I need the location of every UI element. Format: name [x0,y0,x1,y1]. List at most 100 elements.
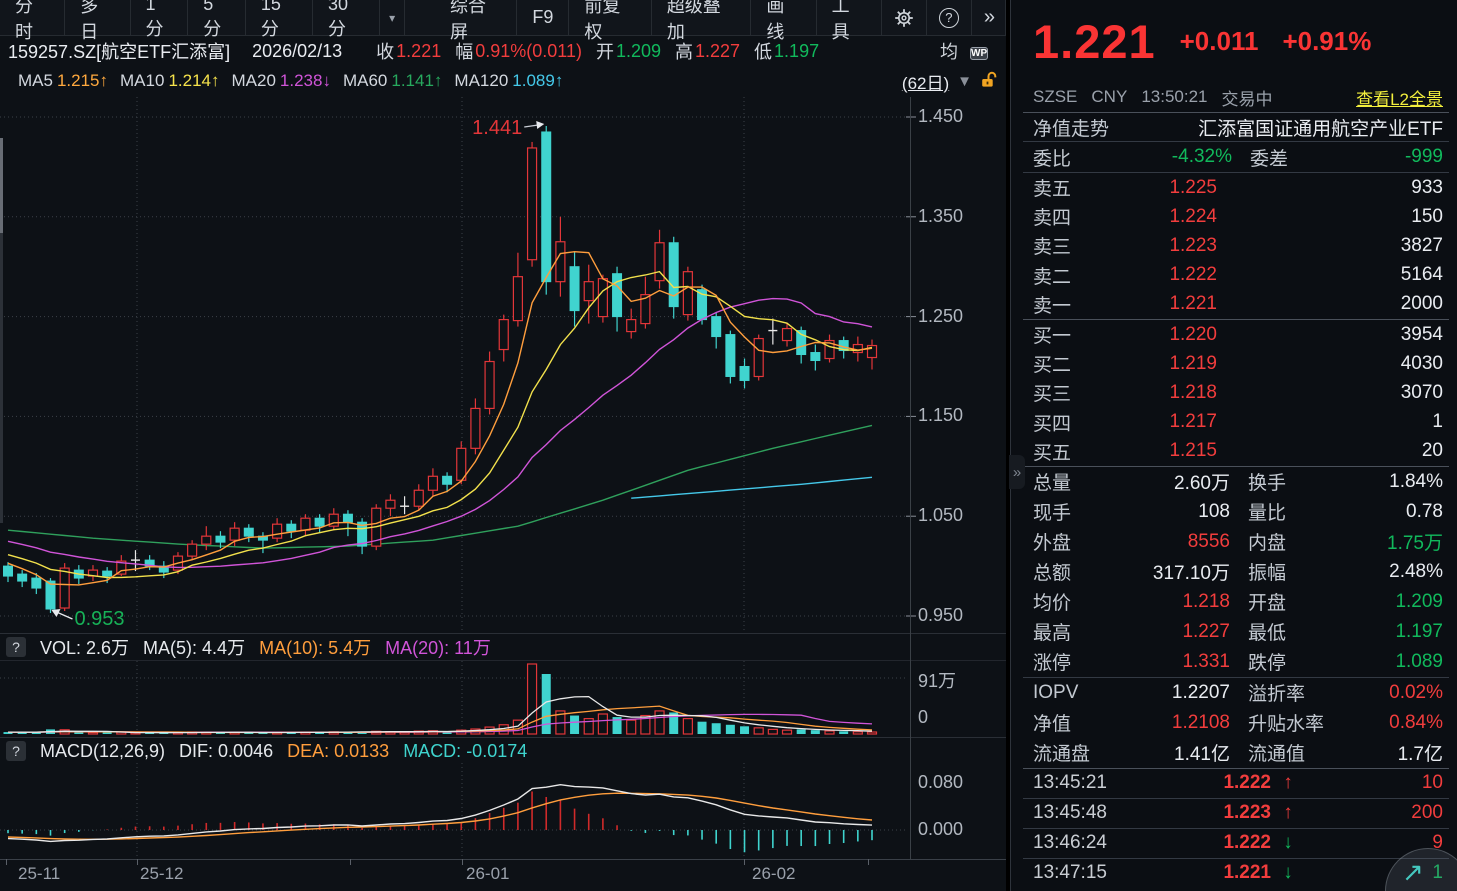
stat-label: 升贴水率 [1248,714,1325,736]
bid-row-3[interactable]: 买三 1.218 3070 [1033,378,1443,407]
divider [1023,676,1449,678]
stat-label: 量比 [1248,503,1287,525]
ask1-label: 卖一 [1033,295,1072,317]
more-menu-icon[interactable]: » [972,0,1006,35]
super-overlay-button[interactable]: 超级叠加 [652,0,752,42]
nav-trend-row[interactable]: 净值走势 汇添富国证通用航空产业ETF [1033,113,1443,141]
help-icon[interactable]: ? [927,0,972,35]
bid4-label: 买四 [1033,413,1072,435]
stat-label: 现手 [1033,503,1072,525]
bid-row-4[interactable]: 买四 1.217 1 [1033,408,1443,437]
draw-line-button[interactable]: 画线 [751,0,817,42]
stat-value: 1.84% [1389,470,1443,492]
bid5-label: 买五 [1033,442,1072,464]
tab-15min[interactable]: 15分 [246,0,314,39]
tab-30min[interactable]: 30分 [313,0,381,39]
bid2-label: 买二 [1033,355,1072,377]
stat-row: 最高 1.227 最低 1.197 [1033,617,1443,647]
ask-row-2[interactable]: 卖二 1.222 5164 [1033,261,1443,290]
ask1-price: 1.221 [1169,293,1217,315]
bid1-label: 买一 [1033,326,1072,348]
l2-panorama-link[interactable]: 查看L2全景 [1356,89,1443,109]
last-price-row: 1.221 +0.011 +0.91% [1033,0,1443,82]
left-scrollbar-thumb[interactable] [0,138,3,233]
tick-price: 1.222 [1223,832,1271,854]
bid4-volume: 1 [1432,411,1443,433]
quote-panel: 1.221 +0.011 +0.91% SZSE CNY 13:50:21 交易… [1010,0,1457,891]
ask5-volume: 933 [1411,176,1443,198]
ma60-label: MA60 [342,71,388,90]
main-candle-chart[interactable]: 1.441 0.953 [0,97,1006,633]
ask-row-3[interactable]: 卖三 1.223 3827 [1033,231,1443,260]
close-label: 收 [376,42,395,62]
svg-text:0.953: 0.953 [74,608,124,630]
stat-label: 涨停 [1033,653,1072,675]
more-periods-dropdown-icon[interactable]: ▾ [380,0,406,35]
market-status-row: SZSE CNY 13:50:21 交易中 查看L2全景 [1033,82,1443,112]
stat-label: IOPV [1033,681,1079,703]
ma5-value: 1.215↑ [56,71,109,90]
tab-5min[interactable]: 5分 [188,0,246,39]
stat-value: 2.48% [1389,560,1443,582]
period-selector[interactable]: (62日) [901,73,950,93]
ask-row-5[interactable]: 卖五 1.225 933 [1033,173,1443,202]
quote-date: 2026/02/13 [252,40,343,61]
pane-divider [0,633,1006,634]
symbol-name: 159257.SZ[航空ETF汇添富] [8,42,231,62]
tab-1min[interactable]: 1分 [131,0,189,39]
ask-row-1[interactable]: 卖一 1.221 2000 [1033,290,1443,319]
macd-chart[interactable] [0,763,1006,859]
stat-row: 外盘 8556 内盘 1.75万 [1033,527,1443,557]
stat-label: 溢折率 [1248,684,1306,706]
ask-row-4[interactable]: 卖四 1.224 150 [1033,202,1443,231]
x-axis-label: 25-12 [140,864,184,883]
toolbar-spacer [405,0,435,35]
ask3-label: 卖三 [1033,237,1072,259]
macd-dif: DIF: 0.0046 [179,740,274,761]
price-scale-divider [910,97,911,859]
stat-value: 1.75万 [1387,533,1443,555]
bid-row-1[interactable]: 买一 1.220 3954 [1033,320,1443,349]
avg-line-toggle[interactable]: 均 [940,42,958,62]
tab-timeline[interactable]: 分时 [0,0,66,42]
tick-list[interactable]: 13:45:21 1.222 ↑ 10 13:45:48 1.223 ↑ 200… [1023,769,1449,888]
tab-multiday[interactable]: 多日 [65,0,131,42]
ask1-volume: 2000 [1400,293,1443,315]
left-scrollbar-track[interactable] [0,233,3,523]
stat-row: 均价 1.218 开盘 1.209 [1033,587,1443,617]
f9-button[interactable]: F9 [517,0,570,35]
divider [1023,141,1449,142]
bid-ask-divider [1023,318,1449,320]
close-value: 1.221 [396,40,442,61]
tools-button[interactable]: 工具 [817,0,882,42]
stat-label: 外盘 [1033,533,1072,555]
x-axis-tick [350,859,351,865]
stat-label: 净值 [1033,714,1072,736]
low-value: 1.197 [774,40,820,61]
divider [1023,857,1449,859]
panel-collapse-handle[interactable]: » [1009,455,1025,489]
divider [1023,112,1449,113]
forward-adjust-button[interactable]: 前复权 [569,0,652,42]
vol-help-icon[interactable]: ? [6,637,26,657]
volume-chart[interactable] [0,661,1006,738]
axis-label: 0 [918,707,929,727]
period-caret-icon[interactable]: ▼ [957,72,972,90]
unlock-icon[interactable] [980,70,998,93]
macd-help-icon[interactable]: ? [6,741,26,761]
stat-value: 1.41亿 [1174,744,1230,766]
composite-screen-button[interactable]: 综合屏 [435,0,518,42]
bid-row-2[interactable]: 买二 1.219 4030 [1033,349,1443,378]
bid2-volume: 4030 [1400,352,1443,374]
x-axis-tick [462,859,463,865]
tick-direction-icon: ↑ [1283,772,1293,794]
stat-value: 1.209 [1395,590,1443,612]
vol-value: VOL: 2.6万 [40,638,130,658]
settings-gear-icon[interactable] [882,0,927,35]
wp-monitor-icon[interactable]: WP [970,47,989,60]
low-label: 低 [754,42,773,62]
period-toolbar: 分时 多日 1分 5分 15分 30分 ▾ 综合屏 F9 前复权 超级叠加 画线… [0,0,1006,42]
trading-status: 交易中 [1221,89,1273,109]
bid-row-5[interactable]: 买五 1.215 20 [1033,437,1443,466]
